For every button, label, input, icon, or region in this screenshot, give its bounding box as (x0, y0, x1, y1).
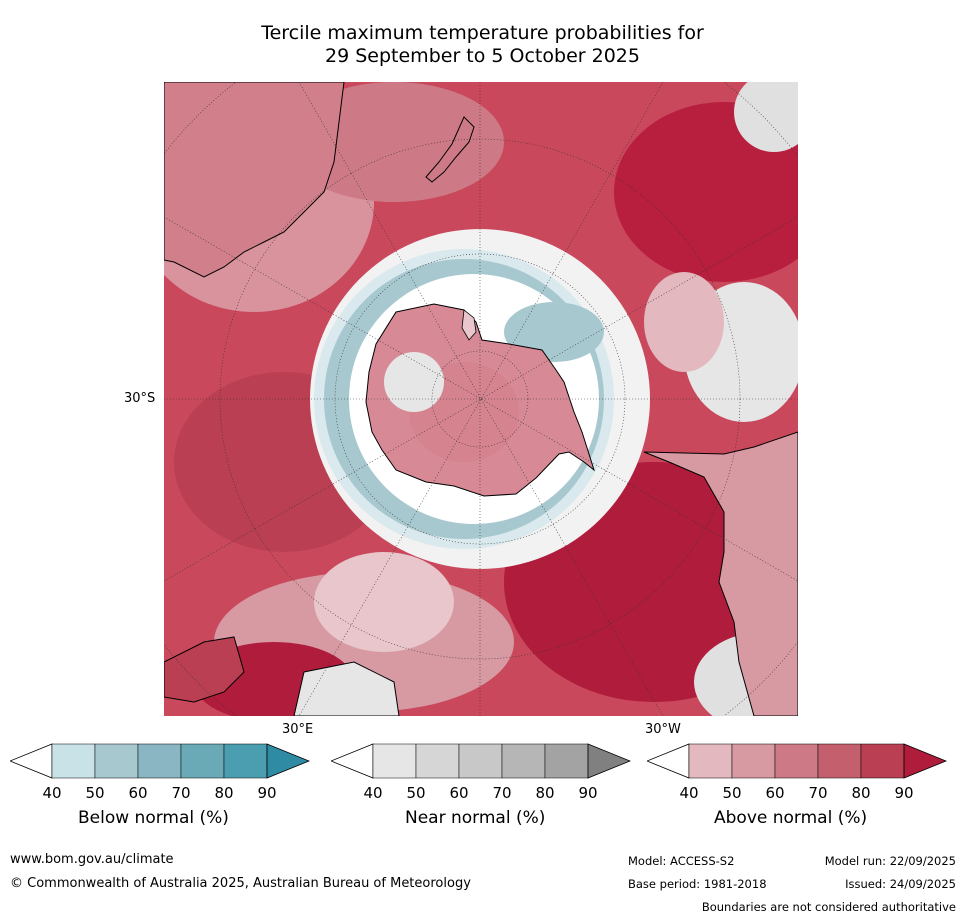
colorbar-near-tick: 90 (578, 784, 598, 802)
footer-model: Model: ACCESS-S2 (628, 854, 735, 868)
antarctica-grey-patch (384, 352, 444, 412)
longitude-label-30e: 30°E (282, 722, 314, 737)
colorbar-above-svg (645, 743, 948, 779)
colorbar-below-segment (180, 743, 225, 779)
colorbar-above-tick: 60 (765, 784, 785, 802)
footer-issued: Issued: 24/09/2025 (845, 877, 956, 891)
colorbar-above-tick: 90 (894, 784, 914, 802)
colorbar-above-segment (731, 743, 776, 779)
madagascar-outline (293, 661, 400, 716)
colorbar-below-segment (223, 743, 268, 779)
polar-map-svg (164, 82, 798, 716)
colorbar-below-tick: 60 (128, 784, 148, 802)
colorbar-above-segment (774, 743, 819, 779)
colorbar-below-tick: 80 (214, 784, 234, 802)
colorbar-near-tick: 60 (449, 784, 469, 802)
colorbar-above-segment (860, 743, 905, 779)
antarctic-peninsula-detail (461, 309, 477, 341)
colorbar-near-tick: 50 (406, 784, 426, 802)
graticule (164, 82, 798, 716)
colorbar-near-segment (415, 743, 460, 779)
map-patch-sw-light (314, 552, 454, 652)
colorbar-near-segment (501, 743, 546, 779)
footer-copyright: © Commonwealth of Australia 2025, Austra… (10, 876, 471, 891)
colorbar-below-max-arrow (266, 743, 311, 779)
map-title-line-1: Tercile maximum temperature probabilitie… (261, 22, 704, 44)
colorbar-near-label: Near normal (%) (405, 808, 546, 828)
footer-disclaimer: Boundaries are not considered authoritat… (701, 900, 956, 914)
colorbar-below-segment (51, 743, 96, 779)
colorbar-near-normal (329, 743, 632, 783)
colorbar-near-segment (372, 743, 417, 779)
colorbar-above-tick: 40 (679, 784, 699, 802)
footer-website: www.bom.gov.au/climate (10, 852, 174, 867)
probability-map (164, 82, 798, 716)
colorbar-below-min-arrow (8, 743, 53, 779)
new-zealand-outline (425, 116, 475, 183)
colorbar-above-tick: 50 (722, 784, 742, 802)
colorbar-below-segment (137, 743, 182, 779)
south-america-outline (643, 431, 798, 716)
map-title-line-2: 29 September to 5 October 2025 (325, 45, 640, 67)
below-normal-patch (504, 302, 604, 362)
colorbar-near-min-arrow (329, 743, 374, 779)
colorbar-near-tick: 70 (492, 784, 512, 802)
map-patch-ne-grey (734, 82, 798, 152)
colorbar-near-segment (544, 743, 589, 779)
colorbar-near-tick: 80 (535, 784, 555, 802)
colorbar-below-tick: 50 (85, 784, 105, 802)
australia-outline (164, 82, 345, 278)
colorbar-near-tick: 40 (363, 784, 383, 802)
colorbar-near-max-arrow (587, 743, 632, 779)
colorbar-below-segment (94, 743, 139, 779)
colorbar-above-min-arrow (645, 743, 690, 779)
map-patch-northeast (614, 102, 798, 282)
colorbar-below-label: Below normal (%) (78, 808, 229, 828)
colorbar-near-segment (458, 743, 503, 779)
footer-base-period: Base period: 1981-2018 (628, 877, 767, 891)
colorbar-near-svg (329, 743, 632, 779)
colorbar-below-tick: 90 (257, 784, 277, 802)
latitude-label-30s: 30°S (124, 391, 156, 406)
colorbar-below-tick: 70 (171, 784, 191, 802)
footer-model-run: Model run: 22/09/2025 (824, 854, 956, 868)
colorbar-above-max-arrow (903, 743, 948, 779)
colorbar-below-tick: 40 (42, 784, 62, 802)
colorbar-above-tick: 70 (808, 784, 828, 802)
colorbar-above-segment (688, 743, 733, 779)
colorbar-above-normal (645, 743, 948, 783)
map-patch-east-pink (644, 272, 724, 372)
colorbar-above-label: Above normal (%) (714, 808, 868, 828)
colorbar-below-normal (8, 743, 311, 783)
africa-outline (164, 636, 245, 703)
colorbar-above-segment (817, 743, 862, 779)
longitude-label-30w: 30°W (645, 722, 681, 737)
colorbar-above-tick: 80 (851, 784, 871, 802)
colorbar-below-svg (8, 743, 311, 779)
